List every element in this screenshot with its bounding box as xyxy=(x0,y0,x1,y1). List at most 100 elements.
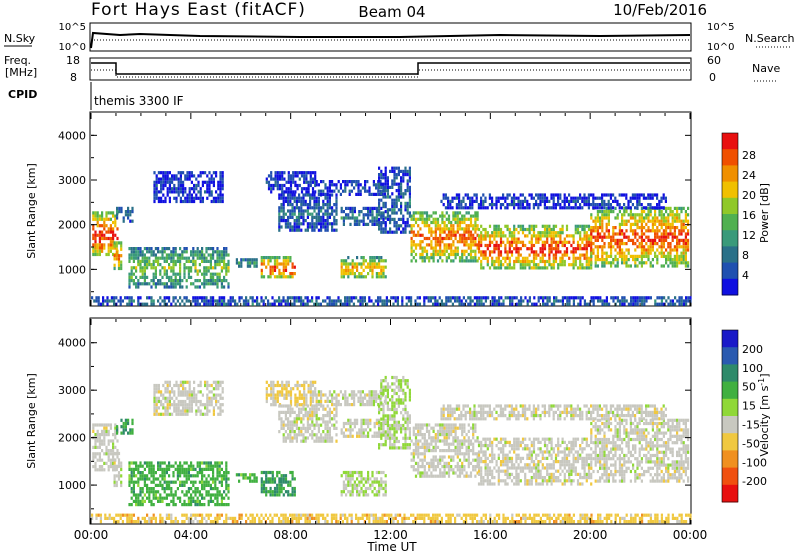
echo-cell xyxy=(109,217,112,221)
echo-cell xyxy=(192,299,195,303)
echo-cell xyxy=(205,461,208,465)
echo-cell xyxy=(460,199,463,203)
echo-cell xyxy=(353,222,356,226)
echo-cell xyxy=(607,216,610,220)
echo-cell xyxy=(94,249,97,253)
echo-cell xyxy=(361,302,364,306)
echo-cell xyxy=(528,240,531,244)
echo-cell xyxy=(508,247,511,251)
echo-cell xyxy=(146,302,149,306)
echo-cell xyxy=(280,272,283,276)
echo-cell xyxy=(179,399,182,404)
echo-cell xyxy=(535,250,538,254)
echo-cell xyxy=(517,196,520,200)
echo-cell xyxy=(614,206,617,210)
echo-cell xyxy=(552,266,555,270)
echo-cell xyxy=(130,250,133,254)
echo-cell xyxy=(400,230,403,234)
echo-cell xyxy=(410,217,413,221)
echo-cell xyxy=(656,229,659,233)
echo-cell xyxy=(590,216,593,220)
echo-cell xyxy=(186,409,189,413)
echo-cell xyxy=(92,224,95,228)
echo-cell xyxy=(276,399,279,404)
echo-cell xyxy=(214,483,217,487)
echo-cell xyxy=(94,230,97,234)
echo-cell xyxy=(184,196,187,200)
echo-cell xyxy=(282,206,285,210)
echo-cell xyxy=(276,187,279,191)
echo-cell xyxy=(92,236,95,241)
echo-cell xyxy=(225,272,228,276)
echo-cell xyxy=(561,199,564,203)
echo-cell xyxy=(555,299,558,303)
echo-cell xyxy=(440,299,443,303)
echo-cell xyxy=(127,421,130,426)
echo-cell xyxy=(109,240,112,244)
echo-cell xyxy=(124,425,127,429)
echo-cell xyxy=(305,380,308,384)
echo-cell xyxy=(105,214,108,218)
echo-cell xyxy=(634,296,637,300)
echo-cell xyxy=(130,302,133,306)
echo-cell xyxy=(143,247,146,251)
echo-cell xyxy=(297,299,300,303)
echo-cell xyxy=(445,236,448,241)
echo-cell xyxy=(669,232,672,236)
echo-cell xyxy=(638,261,641,265)
echo-cell xyxy=(660,206,663,210)
echo-cell xyxy=(684,258,687,262)
echo-cell xyxy=(472,240,475,244)
echo-cell xyxy=(465,211,468,215)
echo-cell xyxy=(384,201,387,205)
echo-cell xyxy=(407,299,410,303)
echo-cell xyxy=(682,245,685,249)
echo-cell xyxy=(157,180,160,184)
echo-cell xyxy=(579,302,582,306)
echo-cell xyxy=(654,232,657,236)
echo-cell xyxy=(317,189,320,193)
echo-cell xyxy=(218,296,221,300)
echo-cell xyxy=(436,299,439,303)
echo-cell xyxy=(421,259,424,263)
echo-cell xyxy=(324,225,327,229)
echo-cell xyxy=(390,296,393,300)
echo-cell xyxy=(488,234,492,238)
echo-cell xyxy=(614,226,617,230)
echo-cell xyxy=(270,183,273,188)
echo-cell xyxy=(225,467,228,471)
echo-cell xyxy=(190,253,193,257)
echo-cell xyxy=(112,452,115,456)
echo-cell xyxy=(572,240,575,244)
echo-cell xyxy=(271,265,274,269)
echo-cell xyxy=(115,296,118,300)
echo-cell xyxy=(342,210,345,214)
echo-cell xyxy=(380,182,383,186)
echo-cell xyxy=(603,258,606,262)
echo-cell xyxy=(371,256,374,260)
echo-cell xyxy=(445,249,448,253)
echo-cell xyxy=(204,406,207,410)
echo-cell xyxy=(289,483,292,487)
echo-cell xyxy=(678,238,681,242)
echo-cell xyxy=(110,299,113,303)
echo-cell xyxy=(554,259,558,264)
echo-cell xyxy=(367,272,370,276)
echo-cell xyxy=(425,243,429,247)
echo-cell xyxy=(262,470,266,475)
echo-cell xyxy=(515,256,518,260)
echo-cell xyxy=(643,248,646,252)
echo-cell xyxy=(282,209,285,213)
echo-cell xyxy=(504,259,507,264)
echo-cell xyxy=(669,222,672,226)
echo-cell xyxy=(212,183,215,188)
echo-cell xyxy=(128,302,131,306)
echo-cell xyxy=(621,219,624,223)
echo-cell xyxy=(315,212,318,216)
echo-cell xyxy=(272,390,275,394)
echo-cell xyxy=(643,216,646,220)
echo-cell xyxy=(453,196,456,200)
echo-cell xyxy=(603,235,606,239)
echo-cell xyxy=(665,210,668,214)
nave-label: Nave xyxy=(752,62,780,75)
